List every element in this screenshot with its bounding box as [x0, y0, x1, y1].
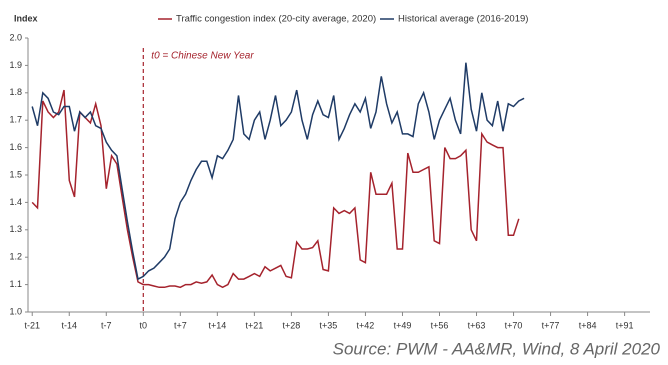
y-tick-label: 1.1 — [9, 279, 22, 289]
y-tick-label: 1.0 — [9, 306, 22, 316]
y-tick-label: 1.9 — [9, 60, 22, 70]
legend-label: Traffic congestion index (20-city averag… — [176, 14, 376, 25]
y-tick-label: 1.3 — [9, 224, 22, 234]
y-tick-label: 1.7 — [9, 115, 22, 125]
x-tick-label: t+7 — [174, 320, 187, 330]
x-tick-label: t0 — [140, 320, 148, 330]
x-tick-label: t-7 — [101, 320, 112, 330]
x-tick-label: t+42 — [357, 320, 375, 330]
source: Source: PWM - AA&MR, Wind, 8 April 2020 — [333, 339, 661, 358]
y-tick-label: 1.8 — [9, 87, 22, 97]
x-tick-label: t+28 — [283, 320, 301, 330]
x-tick-label: t-21 — [24, 320, 40, 330]
y-tick-label: 1.2 — [9, 252, 22, 262]
x-tick-label: t+77 — [542, 320, 560, 330]
x-tick-label: t+84 — [579, 320, 597, 330]
x-tick-label: t+35 — [320, 320, 338, 330]
x-tick-label: t+21 — [245, 320, 263, 330]
x-tick-label: t+49 — [394, 320, 412, 330]
legend-label: Historical average (2016-2019) — [398, 14, 528, 25]
series-line — [31, 89, 520, 289]
y-axis-label: Index — [14, 13, 38, 23]
x-tick-label: t+63 — [468, 320, 486, 330]
annotation: t0 = Chinese New Year — [151, 51, 254, 62]
x-tick-label: t+70 — [505, 320, 523, 330]
y-tick-label: 2.0 — [9, 32, 22, 42]
x-tick-label: t-14 — [61, 320, 77, 330]
series-line — [31, 62, 525, 281]
x-tick-label: t+14 — [208, 320, 226, 330]
y-tick-label: 1.4 — [9, 197, 22, 207]
x-tick-label: t+91 — [616, 320, 634, 330]
x-tick-label: t+56 — [431, 320, 449, 330]
y-tick-label: 1.6 — [9, 142, 22, 152]
y-tick-label: 1.5 — [9, 169, 22, 179]
